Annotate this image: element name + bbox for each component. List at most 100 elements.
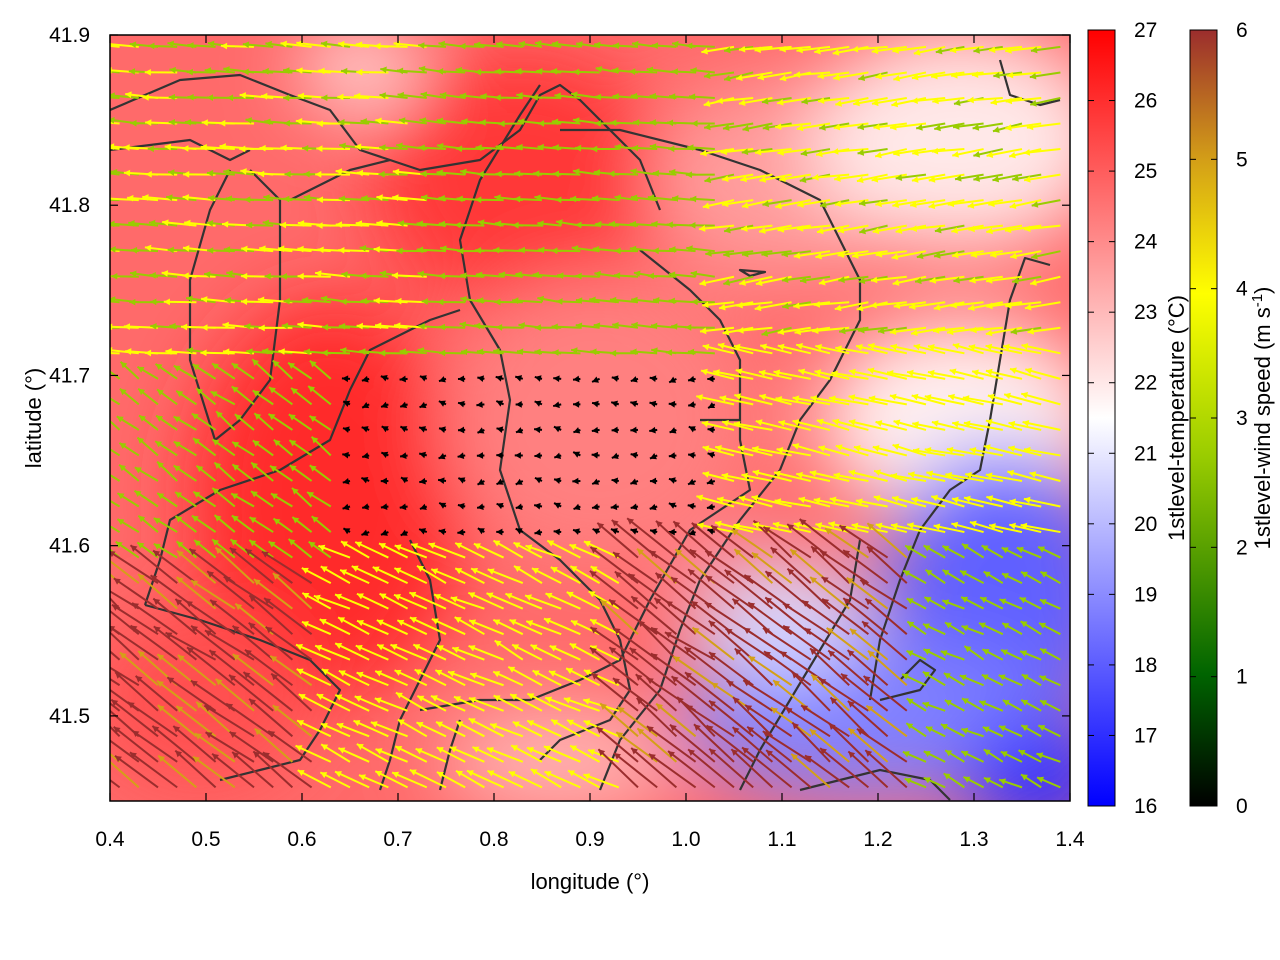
wind-arrow bbox=[110, 559, 140, 584]
wind-arrow bbox=[834, 199, 869, 208]
wind-arrow bbox=[809, 576, 850, 610]
wind-arrow bbox=[215, 410, 236, 431]
x-axis: 0.4 0.5 0.6 0.7 0.8 0.9 1.0 1.1 1.2 1.3 1.4 bbox=[95, 35, 1085, 851]
wind-colorbar-title-main: 1stlevel-wind speed (m s bbox=[1250, 307, 1275, 549]
wind-arrow bbox=[793, 301, 831, 310]
wind-arrow bbox=[945, 471, 984, 482]
wind-arrow bbox=[393, 593, 428, 610]
wind-arrow bbox=[762, 199, 792, 208]
temperature-colorbar-tick-label: 26 bbox=[1134, 90, 1157, 113]
wind-arrow bbox=[399, 401, 408, 409]
wind-arrow bbox=[703, 71, 735, 80]
wind-arrow bbox=[689, 221, 715, 229]
wind-arrow bbox=[253, 412, 274, 431]
x-tick-label: 0.7 bbox=[383, 828, 412, 851]
wind-arrow bbox=[187, 42, 216, 49]
wind-arrow bbox=[572, 451, 581, 458]
wind-arrow bbox=[759, 393, 792, 406]
wind-arrow bbox=[708, 651, 754, 687]
wind-arrow bbox=[338, 322, 370, 330]
wind-arrow bbox=[708, 620, 754, 661]
wind-arrow bbox=[565, 667, 601, 687]
wind-arrow bbox=[354, 695, 389, 712]
wind-arrow bbox=[144, 349, 178, 357]
wind-arrow bbox=[356, 592, 389, 610]
wind-arrow bbox=[211, 538, 236, 559]
wind-arrow bbox=[136, 436, 159, 457]
wind-arrow bbox=[925, 725, 946, 738]
wind-arrow bbox=[969, 275, 1003, 284]
wind-arrow bbox=[272, 517, 293, 533]
wind-arrow bbox=[930, 494, 965, 508]
wind-arrow bbox=[195, 464, 217, 482]
wind-arrow bbox=[200, 349, 235, 357]
wind-arrow bbox=[297, 272, 331, 280]
wind-arrow bbox=[815, 250, 850, 260]
wind-arrow bbox=[291, 516, 313, 533]
wind-arrow bbox=[821, 597, 870, 635]
wind-arrow bbox=[575, 221, 600, 229]
wind-arrow bbox=[932, 326, 965, 334]
wind-arrow bbox=[965, 471, 1003, 482]
wind-arrow bbox=[138, 414, 159, 431]
wind-arrow bbox=[702, 199, 735, 210]
wind-arrow bbox=[110, 596, 121, 610]
wind-arrow bbox=[931, 420, 965, 431]
wind-arrow bbox=[381, 425, 389, 433]
wind-arrow bbox=[751, 494, 792, 508]
wind-arrow bbox=[762, 730, 812, 763]
wind-arrow bbox=[815, 343, 850, 355]
wind-arrow bbox=[136, 541, 159, 559]
wind-arrow bbox=[338, 119, 370, 126]
wind-arrow bbox=[110, 44, 120, 48]
wind-arrow bbox=[1009, 498, 1042, 508]
wind-arrow bbox=[759, 343, 792, 355]
x-tick-label: 0.6 bbox=[287, 828, 316, 851]
wind-arrow bbox=[691, 626, 735, 661]
wind-arrow bbox=[650, 626, 697, 661]
wind-arrow bbox=[1005, 301, 1042, 309]
wind-arrow bbox=[837, 250, 869, 258]
wind-arrow bbox=[192, 490, 217, 508]
wind-arrow bbox=[611, 452, 620, 460]
wind-arrow bbox=[230, 492, 255, 508]
wind-arrow bbox=[758, 224, 792, 234]
wind-arrow bbox=[611, 426, 619, 434]
wind-arrow bbox=[983, 444, 1023, 457]
wind-arrow bbox=[438, 501, 447, 509]
wind-arrow bbox=[253, 578, 294, 610]
wind-arrow bbox=[566, 719, 601, 738]
y-tick-label: 41.8 bbox=[49, 194, 90, 217]
wind-arrow bbox=[457, 452, 466, 460]
wind-arrow bbox=[591, 503, 600, 511]
wind-arrow bbox=[599, 599, 639, 635]
wind-arrow bbox=[847, 750, 889, 789]
wind-arrow bbox=[408, 591, 447, 610]
wind-arrow bbox=[252, 389, 274, 406]
wind-arrow bbox=[589, 646, 639, 687]
wind-arrow bbox=[758, 369, 792, 380]
wind-arrow bbox=[449, 746, 485, 763]
wind-arrow bbox=[612, 93, 639, 100]
wind-arrow bbox=[759, 173, 792, 183]
x-tick-label: 0.5 bbox=[191, 828, 220, 851]
wind-arrow bbox=[846, 649, 889, 687]
wind-arrow bbox=[1029, 275, 1061, 286]
wind-arrow bbox=[608, 170, 639, 178]
wind-arrow bbox=[525, 620, 562, 636]
wind-arrow bbox=[239, 92, 274, 99]
wind-arrow bbox=[923, 776, 946, 789]
wind-arrow bbox=[687, 144, 715, 151]
wind-arrow bbox=[515, 427, 524, 434]
wind-arrow bbox=[531, 94, 562, 101]
wind-arrow bbox=[790, 753, 831, 789]
wind-arrow bbox=[913, 45, 946, 56]
wind-arrow bbox=[1031, 199, 1061, 208]
wind-arrow bbox=[447, 670, 485, 687]
wind-arrow bbox=[817, 71, 850, 80]
wind-arrow bbox=[942, 569, 965, 584]
wind-arrow bbox=[215, 678, 255, 712]
wind-arrow bbox=[741, 472, 773, 482]
wind-arrow bbox=[492, 539, 524, 559]
wind-arrow bbox=[770, 706, 812, 738]
